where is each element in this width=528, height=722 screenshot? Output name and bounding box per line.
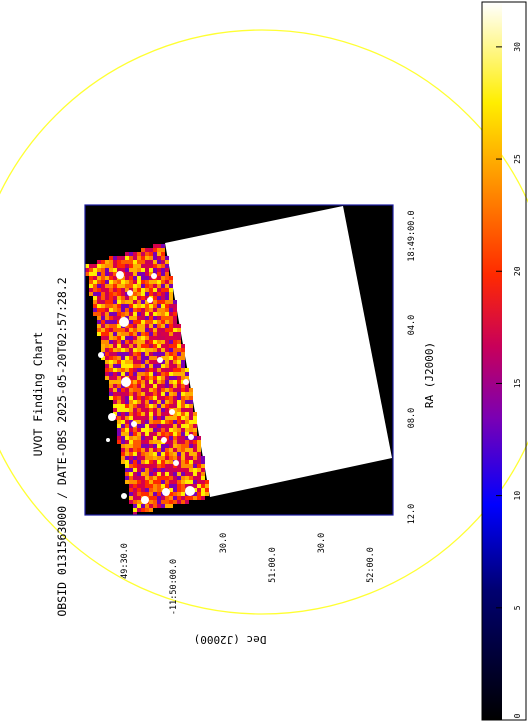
dec-axis-label: Dec (J2000) bbox=[194, 633, 267, 646]
star-source bbox=[116, 271, 124, 279]
star-source bbox=[169, 409, 175, 415]
colorbar-tick-label: 30 bbox=[513, 42, 522, 52]
ra-ticks: 18:49:00.0 04.0 08.0 12.0 bbox=[407, 210, 417, 524]
chart-title: UVOT Finding Chart bbox=[31, 332, 45, 457]
star-source bbox=[127, 290, 133, 296]
colorbar-tick-label: 0 bbox=[513, 713, 522, 718]
chart-subtitle: OBSID 0131563000 / DATE-OBS 2025-05-20T0… bbox=[55, 277, 69, 616]
ra-tick-label: 12.0 bbox=[407, 504, 417, 524]
dec-tick-label: 51:00.0 bbox=[268, 547, 278, 583]
image-panel bbox=[85, 205, 393, 515]
dec-tick-label: 30.0 bbox=[219, 533, 229, 553]
colorbar-tick-label: 10 bbox=[513, 491, 522, 501]
colorbar-tick-label: 25 bbox=[513, 154, 522, 164]
star-source bbox=[106, 438, 110, 442]
dec-tick-label: 49:30.0 bbox=[120, 543, 130, 579]
star-source bbox=[131, 421, 137, 427]
colorbar-frame bbox=[481, 1, 527, 721]
dec-tick-label: 52:00.0 bbox=[366, 547, 376, 583]
star-source bbox=[141, 496, 149, 504]
star-source bbox=[161, 437, 167, 443]
field-of-view-circle bbox=[0, 29, 528, 615]
star-source bbox=[151, 273, 157, 279]
ra-tick-label: 08.0 bbox=[407, 408, 417, 428]
colorbar: 0 5 10 15 20 25 30 bbox=[481, 1, 527, 721]
star-source bbox=[185, 486, 195, 496]
saturated-region bbox=[165, 206, 392, 497]
ra-axis-label: RA (J2000) bbox=[423, 342, 436, 408]
star-source bbox=[157, 357, 163, 363]
star-source bbox=[188, 434, 194, 440]
dec-tick-label: 30.0 bbox=[317, 533, 327, 553]
star-source bbox=[162, 488, 170, 496]
noise-strip bbox=[85, 244, 209, 515]
ra-tick-label: 18:49:00.0 bbox=[407, 210, 417, 261]
star-source bbox=[121, 493, 127, 499]
colorbar-tick-label: 20 bbox=[513, 266, 522, 276]
star-source bbox=[147, 297, 153, 303]
image-frame bbox=[84, 204, 394, 516]
ra-tick-label: 04.0 bbox=[407, 315, 417, 335]
colorbar-tick-label: 15 bbox=[513, 378, 522, 388]
star-source bbox=[108, 413, 116, 421]
star-source bbox=[121, 377, 131, 387]
star-source bbox=[183, 379, 189, 385]
star-sources bbox=[98, 271, 195, 504]
colorbar-tick-label: 5 bbox=[513, 605, 522, 610]
star-source bbox=[119, 317, 129, 327]
colorbar-ticks: 0 5 10 15 20 25 30 bbox=[496, 42, 522, 721]
star-source bbox=[173, 460, 179, 466]
dec-ticks: 49:30.0 -11:50:00.0 30.0 51:00.0 30.0 52… bbox=[120, 533, 376, 615]
colorbar-gradient bbox=[482, 2, 502, 720]
star-source bbox=[98, 352, 104, 358]
dec-tick-label: -11:50:00.0 bbox=[169, 559, 179, 615]
